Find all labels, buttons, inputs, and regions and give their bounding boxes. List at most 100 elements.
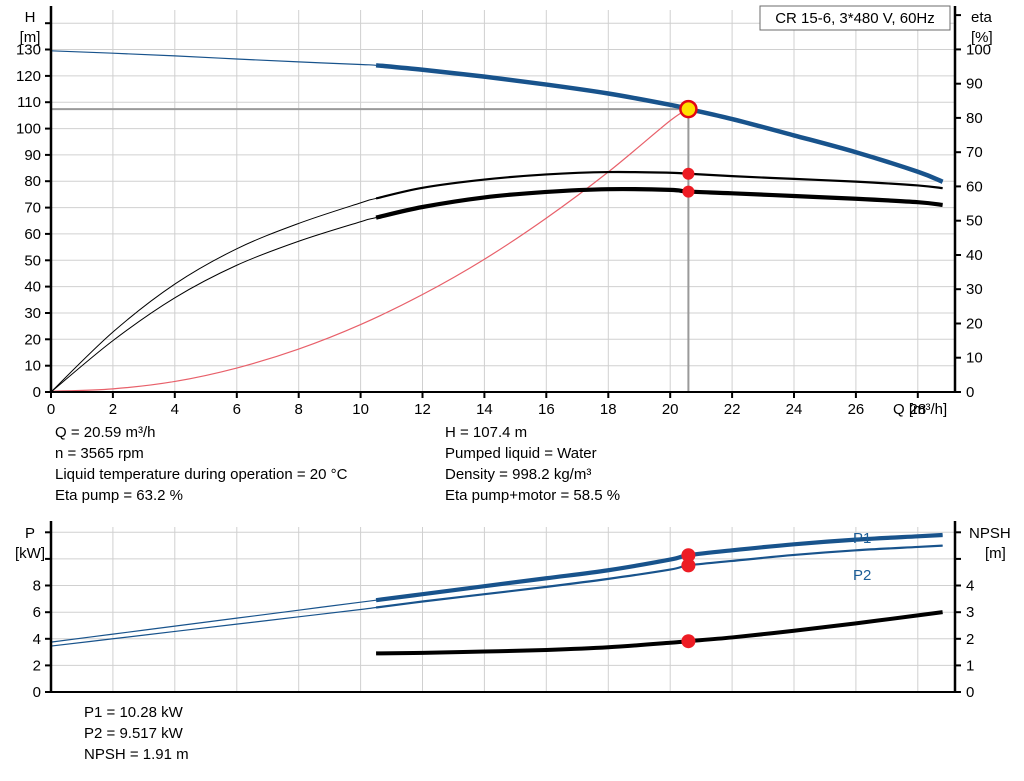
tick-label-x: 16 xyxy=(538,401,555,418)
info-line-col2: Pumped liquid = Water xyxy=(445,445,597,462)
p2-curve xyxy=(50,545,943,647)
tick-label-x: 24 xyxy=(786,401,803,418)
tick-label-x: 22 xyxy=(724,401,741,418)
eta-pump-curve-range xyxy=(375,170,943,200)
tick-label-x: 18 xyxy=(600,401,617,418)
p1-curve-range xyxy=(375,532,943,603)
tick-label-left: 60 xyxy=(24,226,41,243)
tick-label-right: 20 xyxy=(966,315,983,332)
tick-label-right: 0 xyxy=(966,684,974,701)
left-axis-title: H xyxy=(25,9,36,26)
tick-label-x: 28 xyxy=(910,401,927,418)
tick-label-left: 30 xyxy=(24,305,41,322)
tick-label-x: 0 xyxy=(47,401,55,418)
tick-label-left: 70 xyxy=(24,200,41,217)
info-line-col2: Eta pump+motor = 58.5 % xyxy=(445,487,620,504)
tick-label-x: 8 xyxy=(294,401,302,418)
tick-label-left: 10 xyxy=(24,358,41,375)
x-axis-title: Q [m³/h] xyxy=(893,401,947,418)
tick-label-x: 2 xyxy=(109,401,117,418)
p1-legend-label: P1 xyxy=(853,530,871,547)
power-point-info: P1 = 10.28 kW P2 = 9.517 kW NPSH = 1.91 m xyxy=(84,704,189,763)
right-axis-unit: [%] xyxy=(971,29,993,46)
info-line-col1: Q = 20.59 m³/h xyxy=(55,424,155,441)
tick-label-x: 14 xyxy=(476,401,493,418)
npsh-duty-dot xyxy=(681,634,696,649)
p1-curve xyxy=(50,534,943,643)
lower-left-axis-title: P xyxy=(25,525,35,542)
tick-label-right: 70 xyxy=(966,144,983,161)
tick-label-right: 40 xyxy=(966,247,983,264)
tick-label-right: 10 xyxy=(966,350,983,367)
power-info-line: P1 = 10.28 kW xyxy=(84,704,184,721)
tick-label-left: 100 xyxy=(16,121,41,138)
lower-right-axis-title: NPSH xyxy=(969,525,1011,542)
operating-point-info: Q = 20.59 m³/h n = 3565 rpm Liquid tempera… xyxy=(55,424,620,504)
tick-label-left: 8 xyxy=(33,578,41,595)
power-info-line: NPSH = 1.91 m xyxy=(84,746,189,763)
tick-label-right: 30 xyxy=(966,281,983,298)
tick-label-left: 130 xyxy=(16,42,41,59)
tick-label-x: 4 xyxy=(171,401,179,418)
tick-label-x: 6 xyxy=(233,401,241,418)
p1-duty-dot xyxy=(681,548,696,563)
eta-pump-motor-curve-range xyxy=(375,186,943,220)
tick-label-right: 0 xyxy=(966,384,974,401)
tick-label-right: 60 xyxy=(966,178,983,195)
tick-label-left: 120 xyxy=(16,68,41,85)
duty-point-marker[interactable] xyxy=(679,99,698,119)
lower-grid xyxy=(51,527,955,692)
info-line-col1: Eta pump = 63.2 % xyxy=(55,487,183,504)
upper-chart-group: 0102030405060708090100110120130010203040… xyxy=(16,5,993,418)
lower-right-axis-unit: [m] xyxy=(985,545,1006,562)
left-axis-unit: [m] xyxy=(20,29,41,46)
p2-duty-dot xyxy=(681,558,696,573)
tick-label-right: 2 xyxy=(966,631,974,648)
info-line-col1: n = 3565 rpm xyxy=(55,445,144,462)
tick-label-left: 6 xyxy=(33,604,41,621)
info-line-col2: Density = 998.2 kg/m³ xyxy=(445,466,591,483)
tick-label-right: 80 xyxy=(966,110,983,127)
info-line-col2: H = 107.4 m xyxy=(445,424,527,441)
tick-label-left: 4 xyxy=(33,631,41,648)
tick-label-x: 10 xyxy=(352,401,369,418)
tick-label-left: 90 xyxy=(24,147,41,164)
tick-label-x: 12 xyxy=(414,401,431,418)
lower-chart-group: 0 2 4 6 8 0 1 2 3 4 P [kW] NPSH [m] P1 P2 xyxy=(15,521,1011,701)
tick-label-left: 20 xyxy=(24,331,41,348)
tick-label-left: 2 xyxy=(33,657,41,674)
tick-label-x: 26 xyxy=(848,401,865,418)
eta-pump-duty-dot xyxy=(682,167,695,180)
right-axis-title: eta xyxy=(971,9,993,26)
title-box xyxy=(759,5,951,31)
tick-label-right: 1 xyxy=(966,657,974,674)
eta-pump-motor-curve xyxy=(50,188,943,393)
tick-label-right: 90 xyxy=(966,76,983,93)
p2-curve-range xyxy=(375,544,943,609)
system-curve xyxy=(50,108,689,392)
head-curve xyxy=(50,50,943,183)
power-info-line: P2 = 9.517 kW xyxy=(84,725,184,742)
npsh-curve xyxy=(376,610,943,656)
tick-label-right: 4 xyxy=(966,578,974,595)
tick-label-right: 3 xyxy=(966,604,974,621)
p2-legend-label: P2 xyxy=(853,567,871,584)
tick-label-right: 100 xyxy=(966,41,991,58)
tick-label-right: 50 xyxy=(966,213,983,230)
tick-label-left: 0 xyxy=(33,684,41,701)
tick-label-left: 0 xyxy=(33,384,41,401)
tick-label-left: 80 xyxy=(24,173,41,190)
tick-label-left: 50 xyxy=(24,252,41,269)
tick-label-left: 110 xyxy=(17,94,41,111)
lower-left-axis-unit: [kW] xyxy=(15,545,45,562)
eta-pump-curve xyxy=(50,171,943,393)
upper-grid xyxy=(51,10,955,392)
tick-label-x: 20 xyxy=(662,401,679,418)
info-line-col1: Liquid temperature during operation = 20… xyxy=(55,466,348,483)
tick-label-left: 40 xyxy=(24,279,41,296)
head-curve-range xyxy=(375,63,944,184)
eta-pump-motor-duty-dot xyxy=(682,185,695,198)
title-box-label: CR 15-6, 3*480 V, 60Hz xyxy=(775,10,935,27)
